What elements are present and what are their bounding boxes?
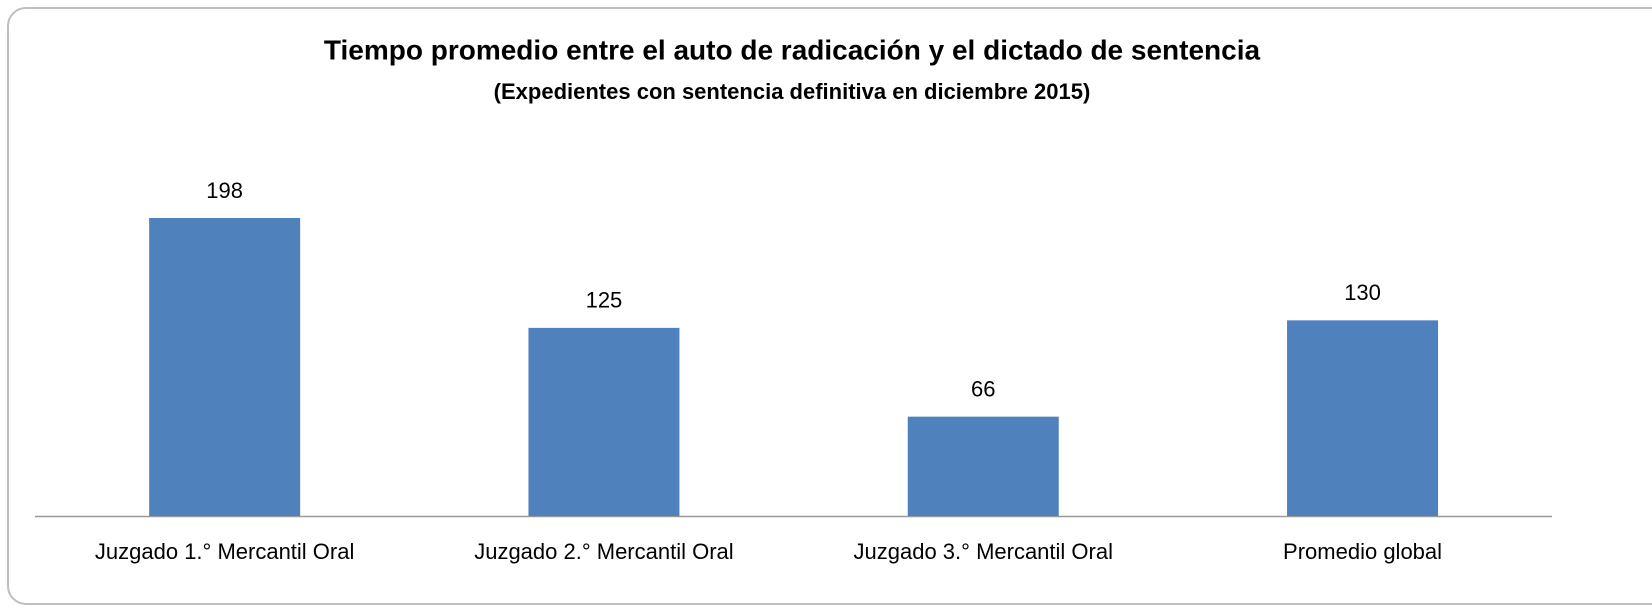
chart-frame (7, 7, 1652, 605)
x-tick-label: Juzgado 2.° Mercantil Oral (474, 539, 733, 564)
chart-title: Tiempo promedio entre el auto de radicac… (324, 34, 1261, 65)
bar (907, 416, 1059, 516)
value-label: 198 (206, 178, 243, 203)
value-label: 125 (586, 288, 623, 313)
chart-subtitle: (Expedientes con sentencia definitiva en… (494, 79, 1091, 104)
value-label: 66 (971, 376, 995, 401)
value-label: 130 (1344, 280, 1381, 305)
bar (528, 327, 680, 516)
x-tick-label: Juzgado 3.° Mercantil Oral (854, 539, 1113, 564)
x-tick-label: Juzgado 1.° Mercantil Oral (95, 539, 354, 564)
bar (1287, 320, 1439, 516)
x-tick-label: Promedio global (1283, 539, 1442, 564)
bar (149, 218, 301, 516)
